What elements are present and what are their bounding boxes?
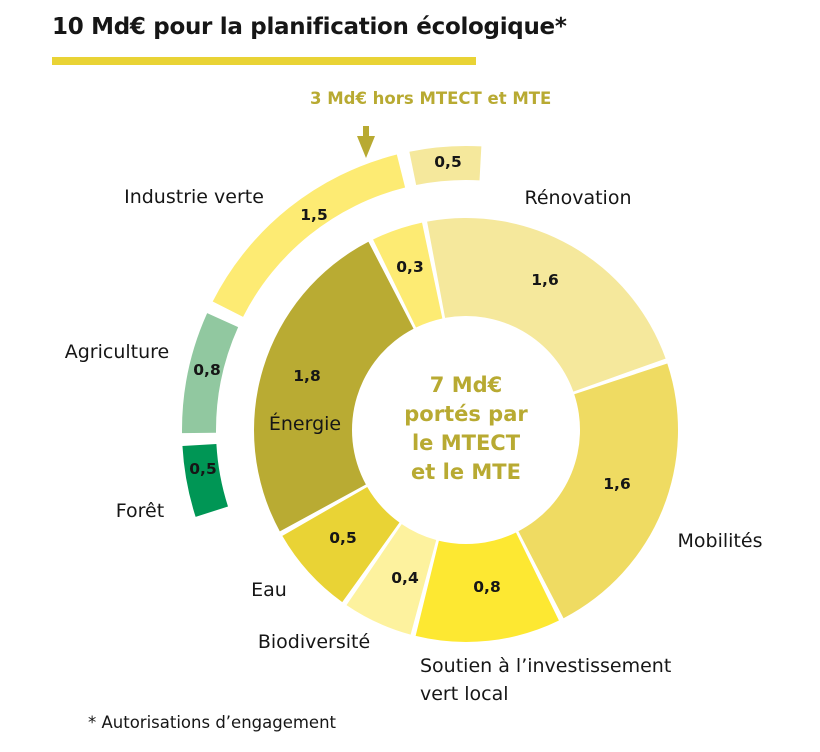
outer-slice-foret — [182, 444, 228, 517]
category-label-soutien-a-l-investissement-vert-local: vert local — [420, 683, 509, 705]
center-text-line-3: le MTECT — [412, 431, 521, 455]
value-label: 1,8 — [293, 367, 320, 385]
footnote: * Autorisations d’engagement — [88, 713, 337, 732]
value-label: 0,5 — [434, 153, 461, 171]
inner-slice-renovation — [427, 218, 666, 392]
value-label: 1,5 — [300, 206, 327, 224]
category-label-eau: Eau — [251, 579, 287, 601]
center-text-line-1: 7 Md€ — [430, 373, 502, 397]
outer-slice-unlabeled — [409, 146, 482, 186]
inner-ring — [253, 218, 678, 642]
value-labels: 0,3 1,6 1,6 0,8 0,4 0,5 1,8 0,5 1,5 0,8 0,5 — [189, 153, 630, 596]
value-label: 0,8 — [473, 578, 500, 596]
category-label-soutien-a-l-investissement-vert-local: Soutien à l’investissement — [420, 655, 671, 677]
category-label-agriculture: Agriculture — [65, 341, 170, 363]
value-label: 0,4 — [391, 569, 419, 587]
value-label: 0,3 — [396, 258, 423, 276]
category-label-renovation: Rénovation — [525, 187, 632, 209]
inner-slice-unlabeled — [373, 222, 443, 328]
outer-slice-agriculture — [182, 313, 239, 434]
inner-slice-energie — [253, 241, 414, 532]
value-label: 0,5 — [189, 460, 216, 478]
category-label-industrie-verte: Industrie verte — [124, 186, 264, 208]
title-underline — [52, 57, 476, 65]
value-label: 1,6 — [603, 475, 630, 493]
category-label-foret: Forêt — [116, 500, 164, 522]
category-labels: Rénovation Mobilités Soutien à l’investiss… — [65, 186, 763, 705]
center-text-line-4: et le MTE — [411, 460, 521, 484]
inner-slice-biodiversite — [346, 524, 437, 635]
value-label: 0,5 — [329, 529, 356, 547]
inner-slice-soutien-a-l-investissement-vert-local — [415, 532, 559, 642]
category-label-biodiversite: Biodiversité — [258, 631, 370, 653]
chart-title: 10 Md€ pour la planification écologique* — [52, 14, 567, 40]
value-label: 1,6 — [531, 271, 558, 289]
outer-ring — [182, 146, 482, 517]
center-text-line-2: portés par — [404, 402, 528, 426]
category-label-energie: Énergie — [269, 412, 341, 435]
category-label-mobilites: Mobilités — [678, 530, 763, 552]
inner-slice-eau — [282, 486, 400, 603]
outer-slice-industrie-verte — [212, 154, 406, 317]
arrow-down-icon — [357, 126, 375, 158]
inner-slice-mobilites — [518, 363, 678, 619]
value-label: 0,8 — [193, 361, 220, 379]
outer-ring-note: 3 Md€ hors MTECT et MTE — [310, 89, 552, 108]
